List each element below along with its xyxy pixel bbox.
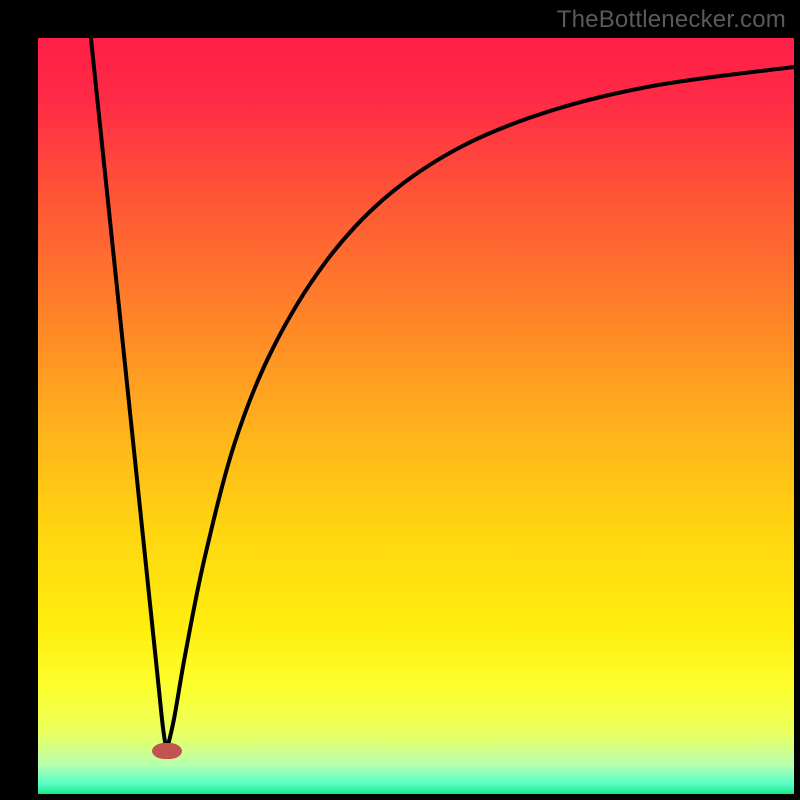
bottleneck-curve [38,38,794,762]
watermark-text: TheBottlenecker.com [557,6,786,34]
plot-area [38,38,794,762]
optimal-point-marker [152,743,182,759]
chart-frame: TheBottlenecker.com [0,0,800,800]
